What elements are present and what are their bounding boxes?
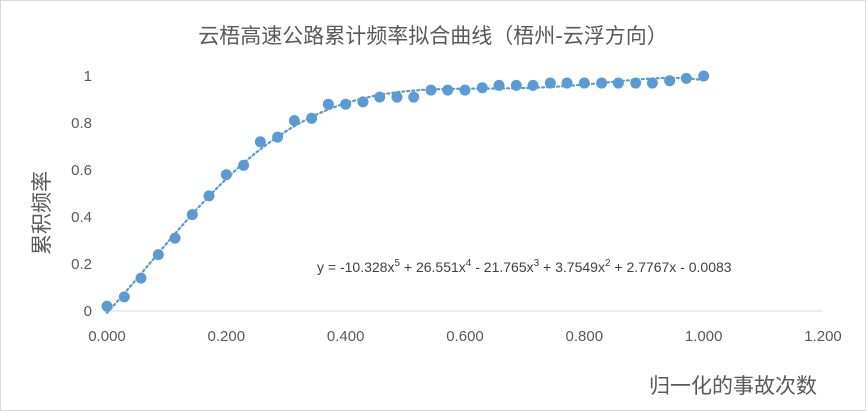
data-point: [527, 79, 539, 91]
data-point: [238, 159, 250, 171]
y-tick-label: 0.8: [71, 115, 92, 132]
data-point: [152, 249, 164, 261]
x-axis-ticks: 0.000 0.200 0.400 0.600 0.800 1.000 1.200: [88, 328, 842, 345]
data-point: [425, 84, 437, 96]
data-point: [118, 291, 130, 303]
x-tick-label: 1.200: [804, 328, 842, 345]
data-point: [340, 98, 352, 110]
trendline: [105, 76, 705, 315]
x-tick-label: 0.400: [327, 328, 365, 345]
x-tick-label: 1.000: [685, 328, 723, 345]
data-point: [510, 79, 522, 91]
data-point: [646, 77, 658, 89]
x-tick-label: 0.800: [566, 328, 604, 345]
data-point: [357, 96, 369, 108]
data-point: [680, 72, 692, 84]
x-tick-label: 0.200: [208, 328, 246, 345]
data-point: [288, 115, 300, 127]
data-point: [476, 82, 488, 94]
eq-part-3: - 21.765x: [471, 259, 533, 275]
y-tick-label: 0.6: [71, 162, 92, 179]
x-axis-title: 归一化的事故次数: [649, 374, 817, 398]
data-point: [442, 84, 454, 96]
y-tick-label: 1: [84, 68, 92, 85]
eq-part-1: y = -10.328x: [317, 259, 394, 275]
data-point: [664, 75, 676, 87]
data-point: [630, 77, 642, 89]
data-point: [186, 209, 198, 221]
data-point: [374, 91, 386, 103]
data-point: [561, 77, 573, 89]
y-tick-label: 0.4: [71, 209, 92, 226]
trendline-equation: y = -10.328x5 + 26.551x4 - 21.765x3 + 3.…: [317, 258, 732, 275]
data-point: [169, 232, 181, 244]
data-point: [391, 91, 403, 103]
data-point: [698, 70, 710, 82]
chart-title: 云梧高速公路累计频率拟合曲线（梧州-云浮方向）: [198, 24, 668, 48]
data-point: [596, 77, 608, 89]
data-point: [101, 300, 113, 312]
data-points: [101, 70, 710, 312]
data-point: [135, 272, 147, 284]
y-axis-title: 累积频率: [30, 171, 54, 255]
y-tick-label: 0: [84, 303, 92, 320]
eq-exp-5: 5: [394, 258, 400, 269]
y-axis-ticks: 0 0.2 0.4 0.6 0.8 1: [71, 68, 92, 320]
data-point: [612, 77, 624, 89]
data-point: [254, 136, 266, 148]
data-point: [203, 190, 215, 202]
y-tick-label: 0.2: [71, 256, 92, 273]
eq-exp-3: 3: [534, 258, 540, 269]
data-point: [272, 131, 284, 143]
data-point: [408, 91, 420, 103]
x-tick-label: 0.600: [446, 328, 484, 345]
data-point: [306, 112, 318, 124]
eq-part-2: + 26.551x: [400, 259, 466, 275]
eq-part-4: + 3.7549x: [539, 259, 605, 275]
data-point: [578, 77, 590, 89]
data-point: [459, 84, 471, 96]
eq-part-5: + 2.7767x - 0.0083: [611, 259, 732, 275]
x-tick-label: 0.000: [88, 328, 126, 345]
data-point: [322, 98, 334, 110]
eq-exp-2: 2: [605, 258, 611, 269]
data-point: [544, 77, 556, 89]
data-point: [220, 169, 232, 181]
data-point: [493, 79, 505, 91]
eq-exp-4: 4: [466, 258, 472, 269]
